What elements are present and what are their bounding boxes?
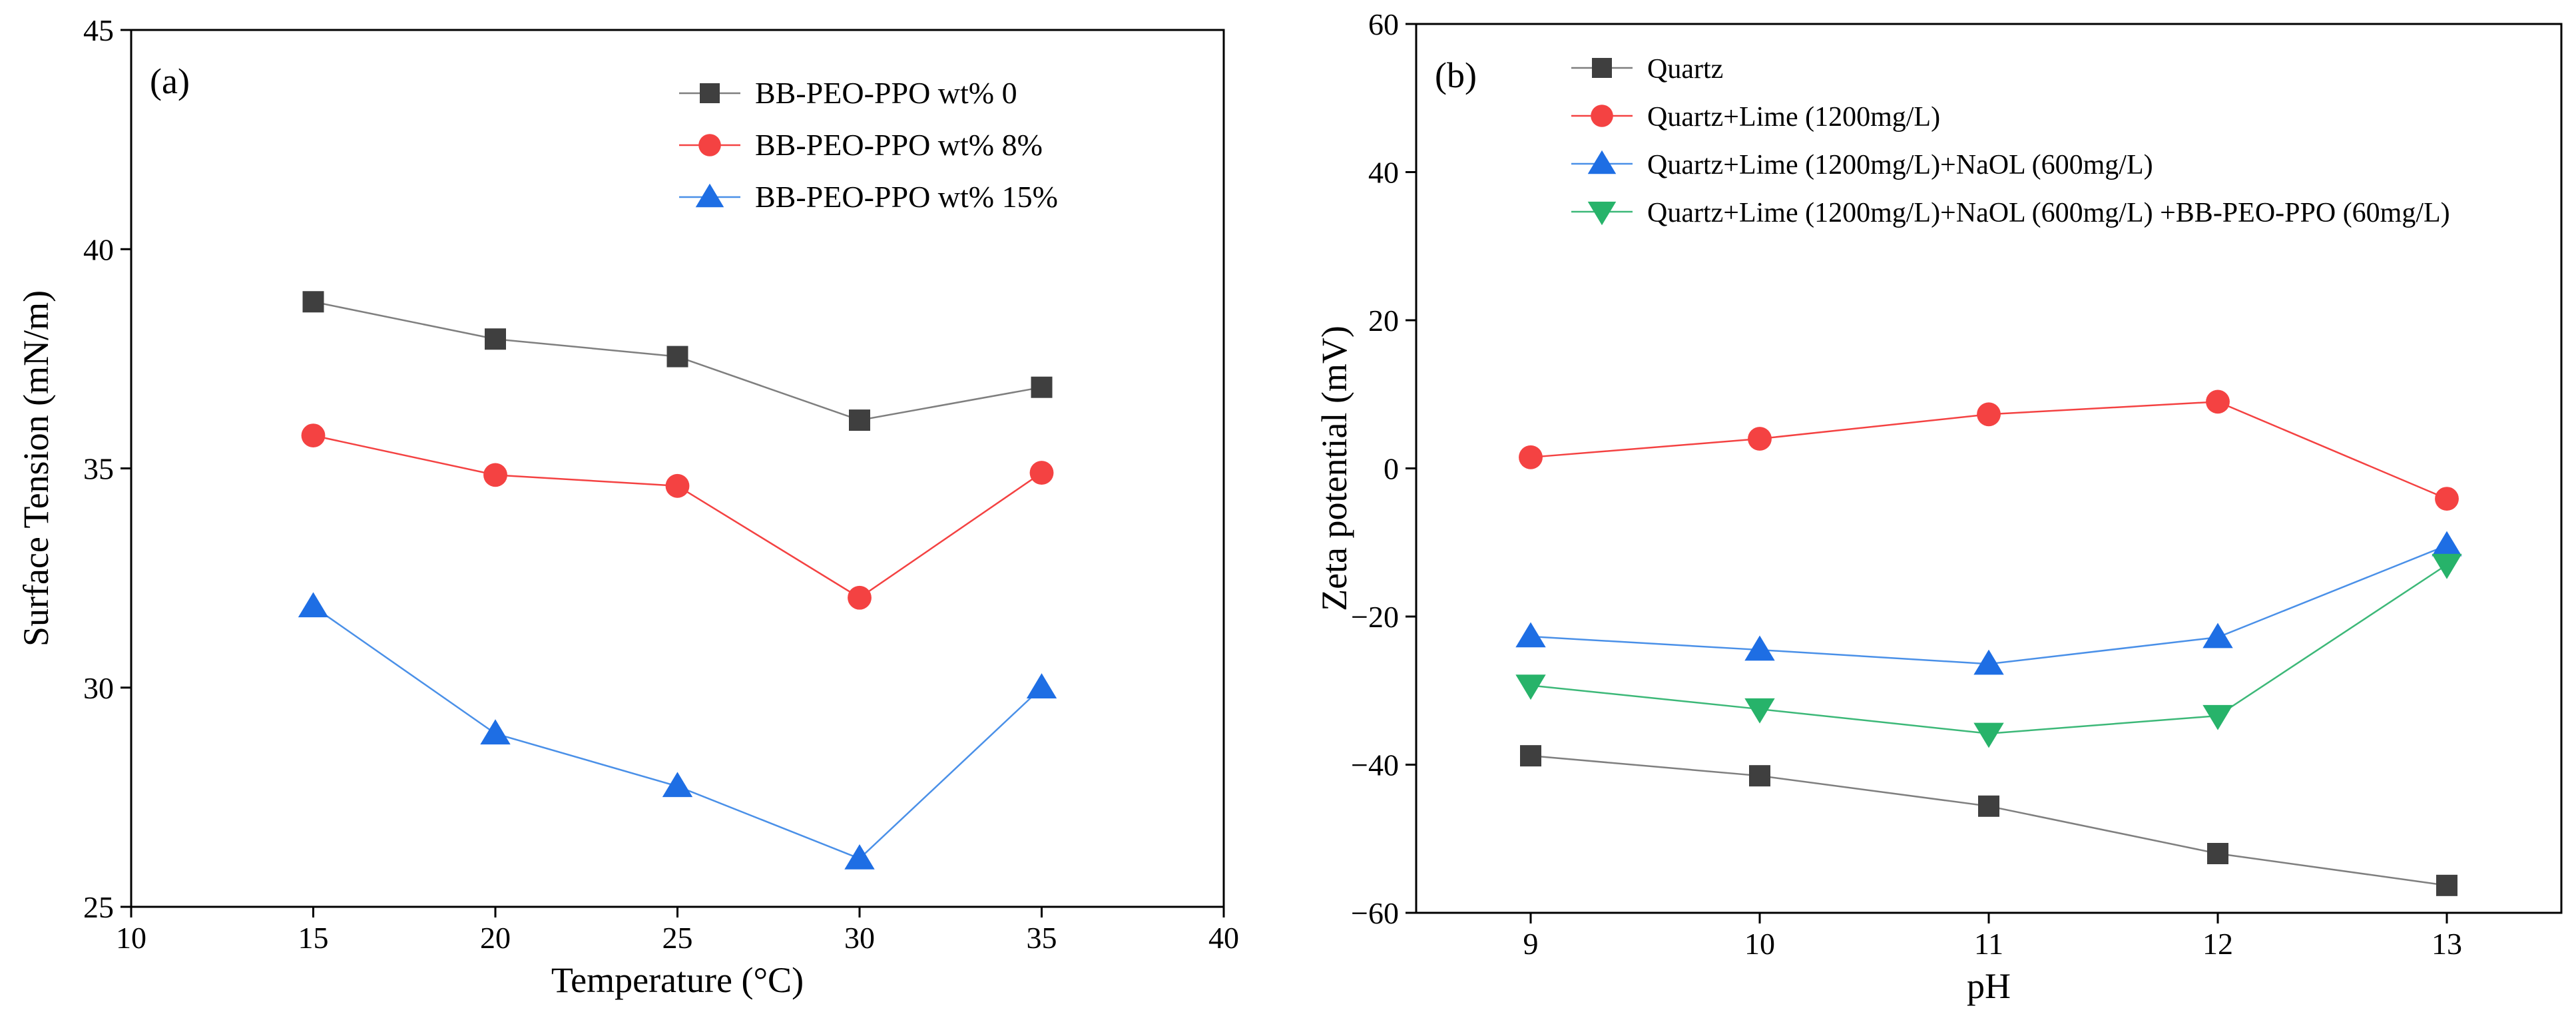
data-point [848,585,872,610]
y-tick-label: 20 [1368,304,1399,338]
data-point [485,328,506,350]
y-tick-label: 0 [1384,452,1399,486]
x-tick-label: 9 [1523,927,1539,961]
legend-marker [1592,58,1612,78]
legend: Quartz Quartz+Lime (1200mg/L) Quartz+Lime … [1571,54,2450,228]
data-point [1029,461,1054,485]
x-tick-label: 12 [2202,927,2233,961]
x-tick-label: 10 [116,921,146,955]
series-1 [302,291,1053,431]
series-2 [1519,389,2459,511]
x-tick-label: 20 [480,921,511,955]
y-tick-label: 40 [83,232,114,266]
x-tick-label: 30 [844,921,875,955]
series-3 [298,592,1057,870]
data-point [665,473,690,498]
data-point [2436,874,2457,896]
series-line [313,434,1043,599]
legend-entry-label: BB-PEO-PPO wt% 0 [755,76,1017,110]
data-point [1026,673,1057,698]
y-axis-title: Surface Tension (mN/m) [16,290,56,646]
data-point [2202,623,2233,648]
x-tick-label: 10 [1744,927,1775,961]
y-axis-title: Zeta potential (mV) [1314,326,1354,611]
x-tick-label: 40 [1208,921,1239,955]
y-tick-label: 25 [83,890,114,924]
y-tick-label: −20 [1351,600,1399,634]
data-point [1973,649,2004,675]
data-point [2432,553,2462,579]
series-line [1530,564,2447,735]
data-point [1977,402,2001,427]
legend-marker [1587,150,1617,174]
data-point [2202,704,2233,730]
series-line [1530,545,2447,665]
legend-marker [1587,201,1617,226]
data-point [1749,765,1770,787]
x-tick-label: 15 [298,921,329,955]
legend-marker [695,183,724,208]
y-tick-label: 30 [83,671,114,705]
x-tick-label: 11 [1974,927,2003,961]
data-point [1520,745,1541,767]
data-point [2435,487,2459,511]
legend: BB-PEO-PPO wt% 0 BB-PEO-PPO wt% 8% BB-PEO-… [679,76,1058,214]
panel-b-zeta-potential-chart: 9 10 11 12 13 −60 −40 −20 0 20 40 60 pH Zeta potentia… [1314,7,2563,1006]
data-point [1519,445,1543,469]
legend-entry-label: BB-PEO-PPO wt% 8% [755,128,1043,162]
legend-marker [1591,105,1613,127]
data-point [1031,376,1053,398]
panel-label: (b) [1435,55,1477,95]
data-point [1973,722,2004,748]
data-point [301,423,326,448]
data-point [302,291,324,313]
y-tick-label: 45 [83,13,114,47]
legend-marker [700,83,720,103]
x-axis-title: pH [1967,966,2011,1006]
data-point [1978,795,1999,817]
legend-entry-label: BB-PEO-PPO wt% 15% [755,180,1058,214]
data-point [666,346,688,368]
series-line [1530,754,2447,887]
series-1 [1520,745,2457,896]
data-point [2432,531,2462,557]
x-axis-title: Temperature (°C) [551,960,804,1000]
y-tick-label: −60 [1351,896,1399,930]
legend-entry-label: Quartz+Lime (1200mg/L) [1647,102,1940,132]
data-point [1744,635,1775,661]
data-point [483,463,507,487]
data-point [2207,843,2228,864]
data-point [1748,427,1772,451]
data-point [849,409,870,431]
legend-entry-label: Quartz+Lime (1200mg/L)+NaOL (600mg/L) [1647,150,2153,180]
data-point [298,592,329,618]
series-line [312,605,1043,860]
x-tick-label: 25 [662,921,693,955]
series-2 [301,423,1054,610]
data-point [1515,622,1546,648]
data-point [662,772,693,798]
data-point [844,844,875,870]
data-point [1744,698,1775,724]
y-tick-label: −40 [1351,748,1399,782]
legend-marker [698,134,721,156]
data-point [2206,389,2230,414]
data-point [480,719,511,745]
panel-a-surface-tension-chart: 10 15 20 25 30 35 40 25 30 35 40 45 Temperature (°C)… [16,13,1239,1000]
x-tick-label: 13 [2432,927,2462,961]
y-tick-label: 60 [1368,7,1399,41]
panel-label: (a) [150,61,190,101]
legend-entry-label: Quartz [1647,54,1723,85]
series-3 [1515,531,2462,675]
x-tick-label: 35 [1027,921,1057,955]
y-tick-label: 40 [1368,156,1399,190]
series-4 [1515,553,2462,748]
data-point [1515,674,1546,700]
y-tick-label: 35 [83,452,114,486]
legend-entry-label: Quartz+Lime (1200mg/L)+NaOL (600mg/L) +B… [1647,198,2450,228]
